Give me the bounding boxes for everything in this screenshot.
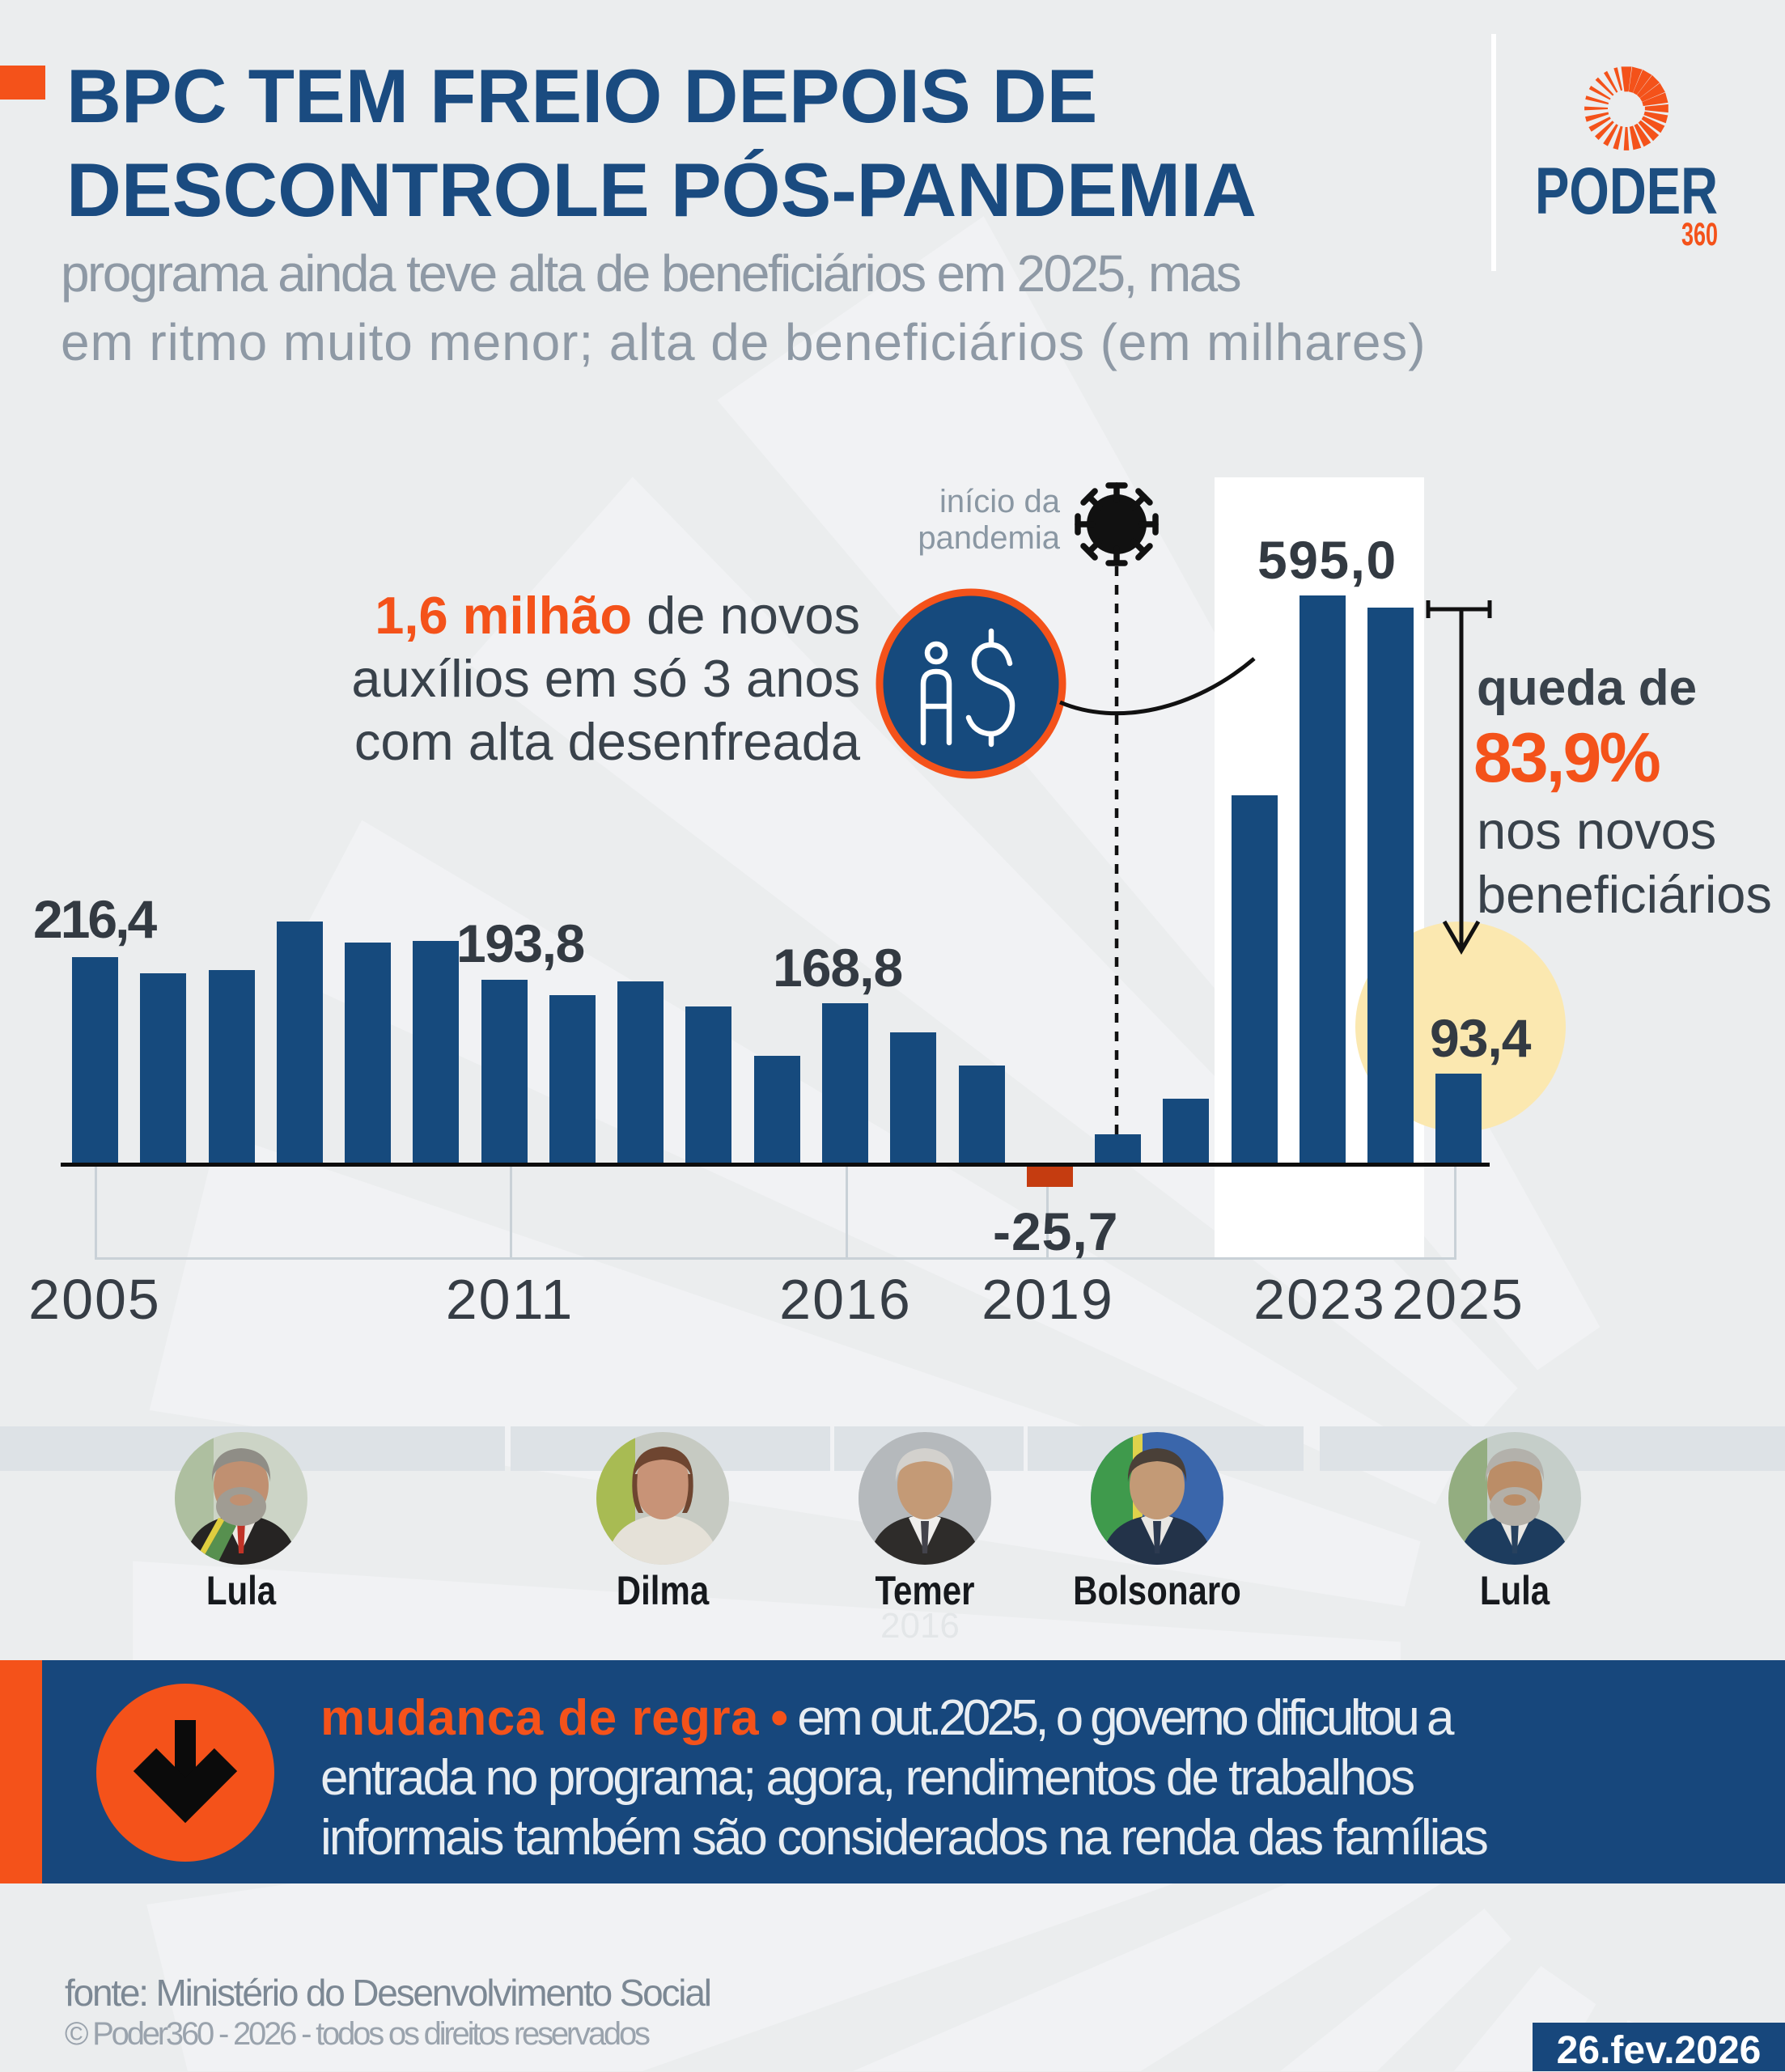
svg-text:PODER: PODER (1535, 155, 1718, 228)
svg-text:360: 360 (1681, 217, 1718, 252)
